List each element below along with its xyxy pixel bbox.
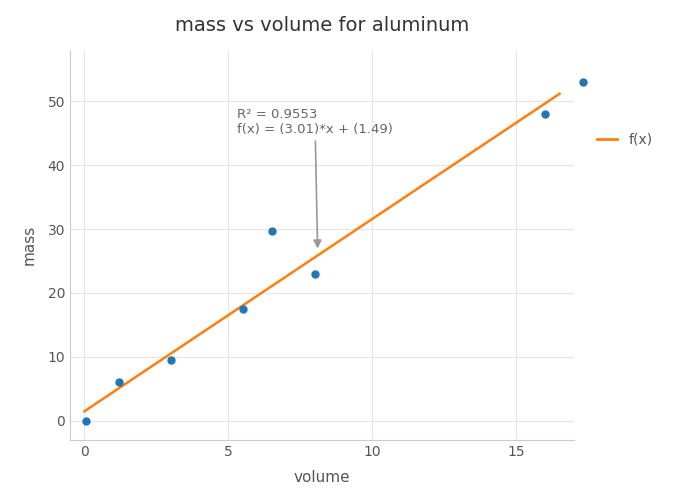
Point bbox=[266, 227, 277, 235]
Point bbox=[113, 378, 125, 386]
Point bbox=[80, 417, 92, 425]
Point bbox=[237, 305, 248, 313]
X-axis label: volume: volume bbox=[294, 470, 350, 485]
Y-axis label: mass: mass bbox=[22, 225, 36, 265]
Point bbox=[165, 356, 176, 364]
Point bbox=[577, 78, 588, 86]
Legend: f(x): f(x) bbox=[591, 127, 658, 152]
Point bbox=[540, 110, 551, 118]
Title: mass vs volume for aluminum: mass vs volume for aluminum bbox=[175, 16, 469, 34]
Point bbox=[309, 270, 321, 278]
Text: R² = 0.9553
f(x) = (3.01)*x + (1.49): R² = 0.9553 f(x) = (3.01)*x + (1.49) bbox=[237, 108, 393, 247]
